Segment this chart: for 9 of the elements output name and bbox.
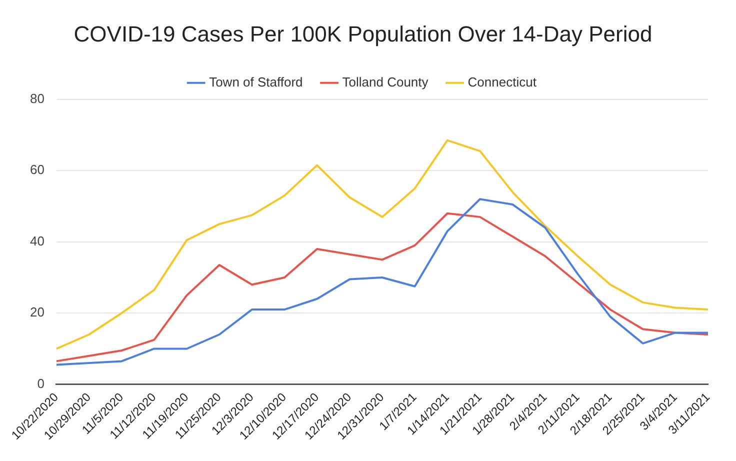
- y-tick-label: 60: [30, 162, 44, 178]
- legend-label: Tolland County: [342, 74, 429, 90]
- legend-label: Connecticut: [468, 74, 537, 90]
- y-tick-label: 40: [30, 233, 44, 248]
- y-tick-label: 0: [37, 376, 44, 391]
- legend-label: Town of Stafford: [209, 74, 303, 90]
- y-tick-label: 80: [30, 90, 44, 106]
- y-tick-label: 20: [30, 304, 44, 320]
- chart-title: COVID-19 Cases Per 100K Population Over 14-Day Period: [74, 21, 652, 46]
